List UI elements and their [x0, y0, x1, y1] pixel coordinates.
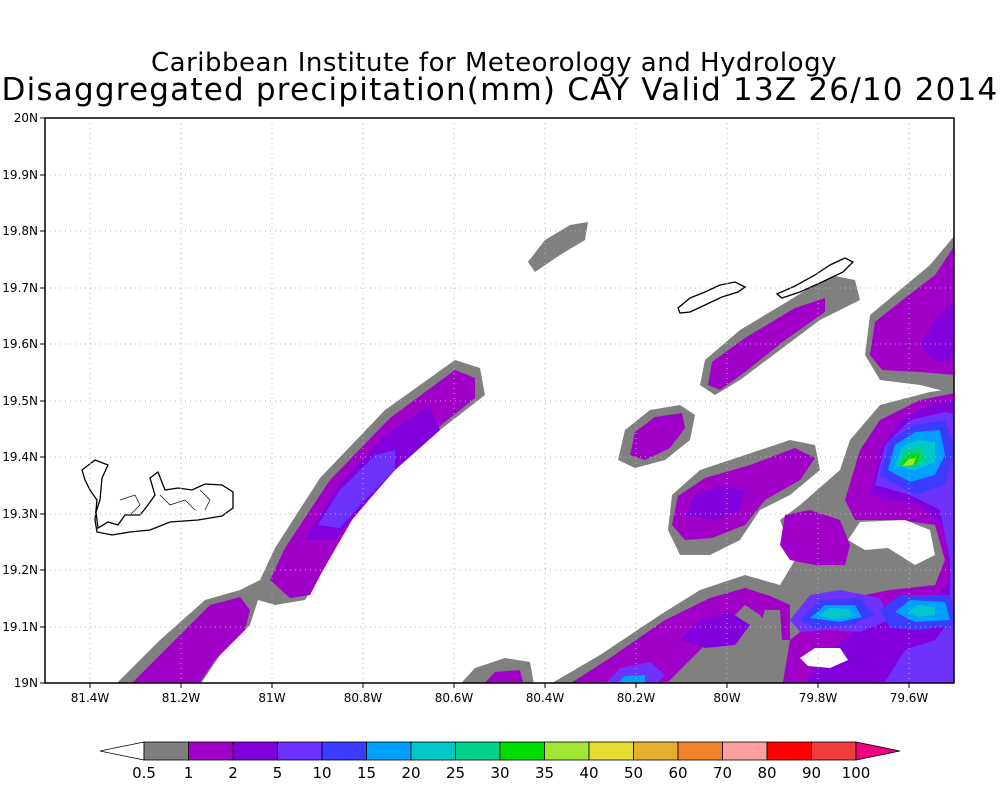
title-line-2: Disaggregated precipitation(mm) CAY Vali… — [1, 72, 999, 108]
lat-label: 19.3N — [2, 507, 38, 521]
lon-label: 81.2W — [162, 691, 201, 705]
lat-label: 19.6N — [2, 337, 38, 351]
lat-label: 19.2N — [2, 563, 38, 577]
little-cayman-outline — [677, 281, 747, 314]
colorbar-label: 10 — [312, 764, 331, 782]
lon-label: 81W — [258, 691, 285, 705]
lat-label: 20N — [14, 111, 38, 125]
colorbar-label: 5 — [273, 764, 283, 782]
colorbar-swatch — [722, 741, 768, 761]
colorbar-swatch — [455, 741, 501, 761]
lon-label: 79.6W — [890, 691, 929, 705]
colorbar-label: 30 — [490, 764, 509, 782]
colorbar-swatch — [232, 741, 278, 761]
lon-label: 81.4W — [71, 691, 110, 705]
grid — [45, 118, 954, 683]
colorbar-swatch — [321, 741, 367, 761]
colorbar: 0.5 1 2 5 10 15 20 25 30 35 40 50 60 70 80 90 100 — [99, 741, 901, 782]
colorbar-label: 80 — [757, 764, 776, 782]
colorbar-label: 20 — [401, 764, 420, 782]
colorbar-swatch — [499, 741, 545, 761]
colorbar-swatch — [633, 741, 679, 761]
colorbar-label: 15 — [357, 764, 376, 782]
colorbar-label: 70 — [713, 764, 732, 782]
lon-label: 79.8W — [799, 691, 838, 705]
lat-label: 19.8N — [2, 224, 38, 238]
lon-label: 80W — [713, 691, 740, 705]
lat-label: 19N — [14, 676, 38, 690]
grand-cayman-outline — [81, 459, 234, 536]
lat-label: 19.1N — [2, 620, 38, 634]
colorbar-swatch — [188, 741, 234, 761]
colorbar-label: 90 — [802, 764, 821, 782]
lat-label: 19.5N — [2, 394, 38, 408]
title-line-1: Caribbean Institute for Meteorology and … — [151, 48, 837, 78]
lon-label: 80.2W — [617, 691, 656, 705]
colorbar-arrow-low — [99, 741, 145, 761]
colorbar-swatch — [811, 741, 857, 761]
colorbar-label: 100 — [842, 764, 871, 782]
lat-label: 19.4N — [2, 450, 38, 464]
colorbar-label: 60 — [668, 764, 687, 782]
rain-patch-north — [528, 222, 588, 272]
longitude-labels: 81.4W 81.2W 81W 80.8W 80.6W 80.4W 80.2W … — [71, 691, 929, 705]
colorbar-arrow-high — [855, 741, 901, 761]
colorbar-label: 1 — [184, 764, 194, 782]
lat-label: 19.9N — [2, 168, 38, 182]
colorbar-swatch — [544, 741, 590, 761]
colorbar-label: 2 — [228, 764, 238, 782]
latitude-labels: 20N 19.9N 19.8N 19.7N 19.6N 19.5N 19.4N … — [2, 111, 38, 690]
colorbar-label: 40 — [579, 764, 598, 782]
colorbar-swatch — [143, 741, 189, 761]
colorbar-swatch — [410, 741, 456, 761]
precipitation-field — [117, 222, 954, 683]
colorbar-swatch — [677, 741, 723, 761]
colorbar-swatch — [277, 741, 323, 761]
colorbar-swatch — [766, 741, 812, 761]
colorbar-swatch — [366, 741, 412, 761]
colorbar-label: 50 — [624, 764, 643, 782]
lon-label: 80.6W — [435, 691, 474, 705]
colorbar-label: 35 — [535, 764, 554, 782]
lat-label: 19.7N — [2, 281, 38, 295]
colorbar-label: 25 — [446, 764, 465, 782]
colorbar-label: 0.5 — [132, 764, 156, 782]
lon-label: 80.8W — [344, 691, 383, 705]
lon-label: 80.4W — [526, 691, 565, 705]
colorbar-swatch — [588, 741, 634, 761]
rain-band-southwest-core — [132, 597, 250, 683]
